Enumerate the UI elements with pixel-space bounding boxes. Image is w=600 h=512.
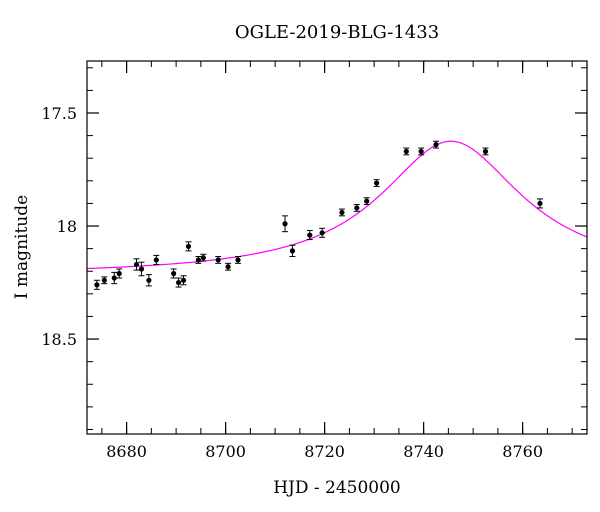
chart-title: OGLE-2019-BLG-1433 [235,22,439,43]
data-point [215,256,222,264]
point-marker [364,198,370,204]
point-marker [235,257,241,263]
point-marker [225,264,231,270]
point-marker [374,180,380,186]
point-marker [175,279,182,286]
point-marker [180,277,187,283]
point-marker [200,255,206,261]
data-point [200,253,207,262]
data-point [111,271,118,285]
data-point [195,256,202,264]
data-point [363,197,370,206]
point-marker [339,209,345,216]
point-marker [101,277,107,283]
data-point [482,147,489,156]
point-marker [403,148,409,155]
point-marker [418,148,424,155]
point-marker [354,205,360,211]
point-marker [185,243,192,249]
data-point [306,230,313,241]
point-marker [153,257,159,263]
point-marker [433,142,439,148]
y-tick-label: 18 [57,217,77,236]
data-point [93,279,100,290]
y-tick-label: 17.5 [41,104,77,123]
data-point [433,140,440,149]
data-point [418,147,425,156]
data-point [185,241,192,252]
data-point [145,274,152,287]
y-axis-label: I magnitude [12,195,32,299]
y-tick-label: 18.5 [41,330,77,349]
data-point [282,215,289,233]
point-marker [482,148,489,155]
data-point [373,179,380,187]
minor-ticks [87,61,587,434]
x-tick-label: 8700 [205,442,246,461]
point-marker [146,277,152,283]
point-marker [111,275,117,281]
point-marker [319,230,325,236]
data-point [289,244,296,258]
x-tick-label: 8740 [403,442,444,461]
point-marker [138,266,145,272]
data-point [138,261,145,277]
data-point [536,198,543,209]
data-point [353,204,360,212]
plot-frame [86,60,588,435]
data-point [225,262,232,271]
x-tick-label: 8720 [304,442,345,461]
model-curve [87,140,587,270]
point-marker [195,257,201,263]
point-marker [133,261,140,268]
x-tick-label: 8760 [502,442,543,461]
point-marker [307,232,313,238]
data-point [116,268,123,279]
tick-labels: 8680 8700 8720 8740 8760 17.5 18 18.5 [41,104,543,461]
x-axis-label: HJD - 2450000 [273,478,401,498]
data-point [338,208,345,217]
data-point [234,256,241,264]
point-marker [215,257,221,263]
data-point [175,277,182,288]
data-point [319,227,326,238]
data-point [101,276,108,285]
point-marker [289,248,296,254]
data-point [153,254,160,265]
point-marker [537,200,543,207]
data-point [403,147,410,156]
data-point [170,268,177,279]
point-marker [282,221,288,227]
data-point [180,275,187,286]
data-point [133,258,140,271]
data-points [93,140,543,290]
point-marker [171,270,177,277]
point-marker [94,282,100,288]
point-marker [116,270,122,277]
model-layer [87,140,587,270]
major-ticks [87,61,587,434]
x-tick-label: 8680 [106,442,147,461]
